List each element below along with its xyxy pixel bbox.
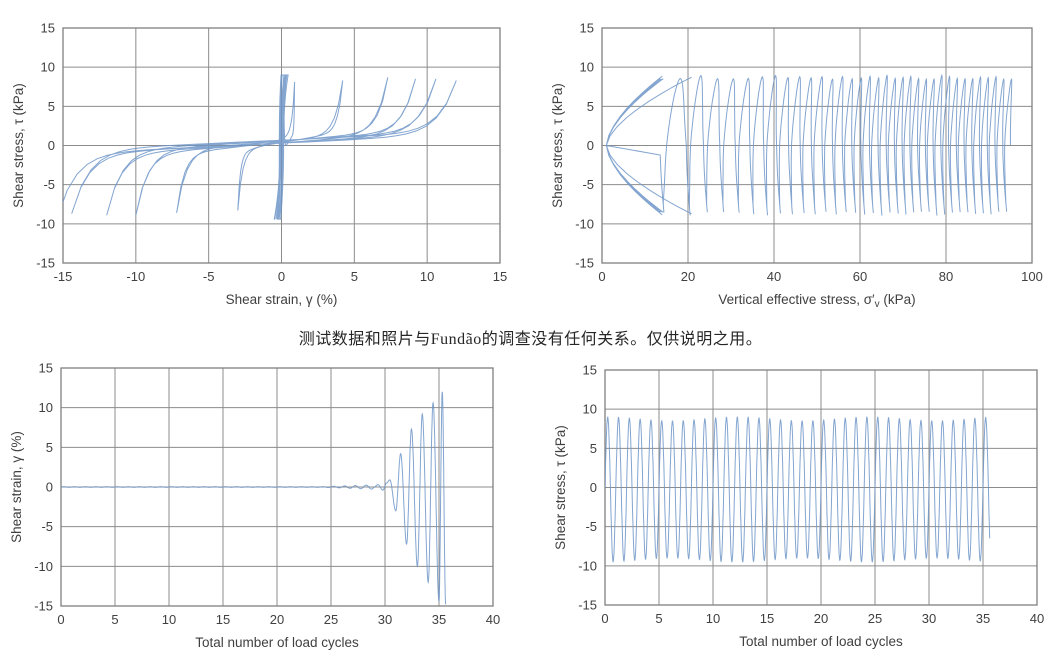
- y-axis-title: Shear stress, τ (kPa): [553, 425, 568, 550]
- y-tick-label: 5: [48, 99, 55, 114]
- y-tick-label: 5: [46, 440, 53, 455]
- y-tick-label: 5: [590, 441, 597, 456]
- x-tick-label: 30: [378, 612, 392, 627]
- x-tick-label: 10: [420, 269, 434, 284]
- x-tick-label: 5: [351, 269, 358, 284]
- y-tick-label: -5: [41, 519, 53, 534]
- x-tick-label: 20: [681, 269, 695, 284]
- y-tick-label: -15: [36, 256, 55, 271]
- y-tick-label: -15: [578, 598, 597, 613]
- x-tick-label: 0: [598, 269, 605, 284]
- y-tick-label: 10: [39, 400, 53, 415]
- x-tick-label: 60: [853, 269, 867, 284]
- y-tick-label: 15: [580, 21, 594, 36]
- x-tick-label: 0: [57, 612, 64, 627]
- chart-shear-stress-vs-shear-strain: -15 -10 -5 0 5 10 15 -15 -10 -5 0 5 10 15 Shear strain…: [0, 0, 531, 318]
- x-tick-label: 15: [760, 611, 774, 626]
- x-tick-label: 10: [706, 611, 720, 626]
- y-tick-label: -10: [34, 559, 53, 574]
- x-tick-label: 25: [868, 611, 882, 626]
- y-tick-label: 10: [41, 60, 55, 75]
- shear-stress-vs-load-cycles-plot: 0 5 10 15 20 25 30 35 40 -15 -10 -5 0 5 10 15 Total numb…: [553, 363, 1044, 650]
- x-tick-label: 35: [976, 611, 990, 626]
- x-axis-title: Total number of load cycles: [195, 635, 359, 650]
- y-tick-label: 0: [48, 138, 55, 153]
- shear-stress-vs-shear-strain-plot: -15 -10 -5 0 5 10 15 -15 -10 -5 0 5 10 15 Shear strain…: [11, 21, 507, 308]
- x-tick-label: 0: [601, 611, 608, 626]
- x-tick-label: 40: [767, 269, 781, 284]
- x-tick-label: -10: [126, 269, 145, 284]
- x-tick-label: -5: [203, 269, 215, 284]
- x-tick-label: 0: [278, 269, 285, 284]
- chart-shear-strain-vs-load-cycles: 0 5 10 15 20 25 30 35 40 -15 -10 -5 0 5 10 15 Total numb…: [0, 350, 531, 665]
- y-tick-label: 15: [39, 361, 53, 376]
- x-tick-label: 5: [655, 611, 662, 626]
- x-tick-label: 25: [324, 612, 338, 627]
- shear-strain-vs-load-cycles-plot: 0 5 10 15 20 25 30 35 40 -15 -10 -5 0 5 10 15 Total numb…: [9, 361, 500, 651]
- x-tick-label: 5: [111, 612, 118, 627]
- y-tick-label: -10: [578, 558, 597, 573]
- shear-stress-vs-vertical-effective-stress-plot: 0 20 40 60 80 100 -15 -10 -5 0 5 10 15 Vertical effec…: [550, 21, 1043, 311]
- shear-stress-vs-vertical-effective-stress-series-line: [605, 73, 1013, 216]
- x-tick-label: 40: [486, 612, 500, 627]
- x-axis-title: Total number of load cycles: [739, 634, 903, 649]
- y-tick-label: 15: [41, 21, 55, 36]
- y-tick-label: 0: [587, 138, 594, 153]
- y-tick-label: 0: [590, 480, 597, 495]
- x-tick-label: 15: [493, 269, 507, 284]
- y-tick-label: -10: [575, 216, 594, 231]
- y-tick-label: -15: [34, 599, 53, 614]
- y-tick-label: -15: [575, 256, 594, 271]
- x-tick-label: -15: [54, 269, 73, 284]
- y-tick-label: -5: [585, 519, 597, 534]
- y-tick-label: 15: [583, 363, 597, 378]
- x-tick-label: 20: [814, 611, 828, 626]
- x-tick-label: 15: [216, 612, 230, 627]
- chart-shear-stress-vs-load-cycles: 0 5 10 15 20 25 30 35 40 -15 -10 -5 0 5 10 15 Total numb…: [531, 350, 1061, 665]
- x-axis-title: Shear strain, γ (%): [226, 292, 338, 307]
- y-axis-title: Shear stress, τ (kPa): [11, 83, 26, 208]
- x-tick-label: 40: [1030, 611, 1044, 626]
- shear-stress-vs-load-cycles-series-line: [605, 416, 991, 563]
- x-tick-label: 80: [939, 269, 953, 284]
- x-tick-label: 35: [432, 612, 446, 627]
- y-tick-label: 10: [583, 402, 597, 417]
- shear-stress-vs-shear-strain-series-line: [63, 74, 457, 220]
- y-tick-label: -5: [582, 177, 594, 192]
- y-tick-label: 0: [46, 480, 53, 495]
- x-tick-label: 30: [922, 611, 936, 626]
- disclaimer-caption: 测试数据和照片与Fundão的调查没有任何关系。仅供说明之用。: [298, 331, 763, 348]
- x-tick-label: 10: [162, 612, 176, 627]
- y-axis-title: Shear strain, γ (%): [9, 431, 24, 543]
- x-tick-label: 20: [270, 612, 284, 627]
- y-tick-label: -10: [36, 216, 55, 231]
- y-tick-label: -5: [43, 177, 55, 192]
- y-tick-label: 10: [580, 60, 594, 75]
- x-tick-label: 100: [1021, 269, 1043, 284]
- y-axis-title: Shear stress, τ (kPa): [550, 83, 565, 208]
- shear-strain-vs-load-cycles-series-line: [61, 391, 447, 605]
- x-axis-title: Vertical effective stress, σ′v (kPa): [718, 292, 915, 310]
- y-tick-label: 5: [587, 99, 594, 114]
- chart-shear-stress-vs-vertical-effective-stress: 0 20 40 60 80 100 -15 -10 -5 0 5 10 15 Vertical effec…: [531, 0, 1061, 318]
